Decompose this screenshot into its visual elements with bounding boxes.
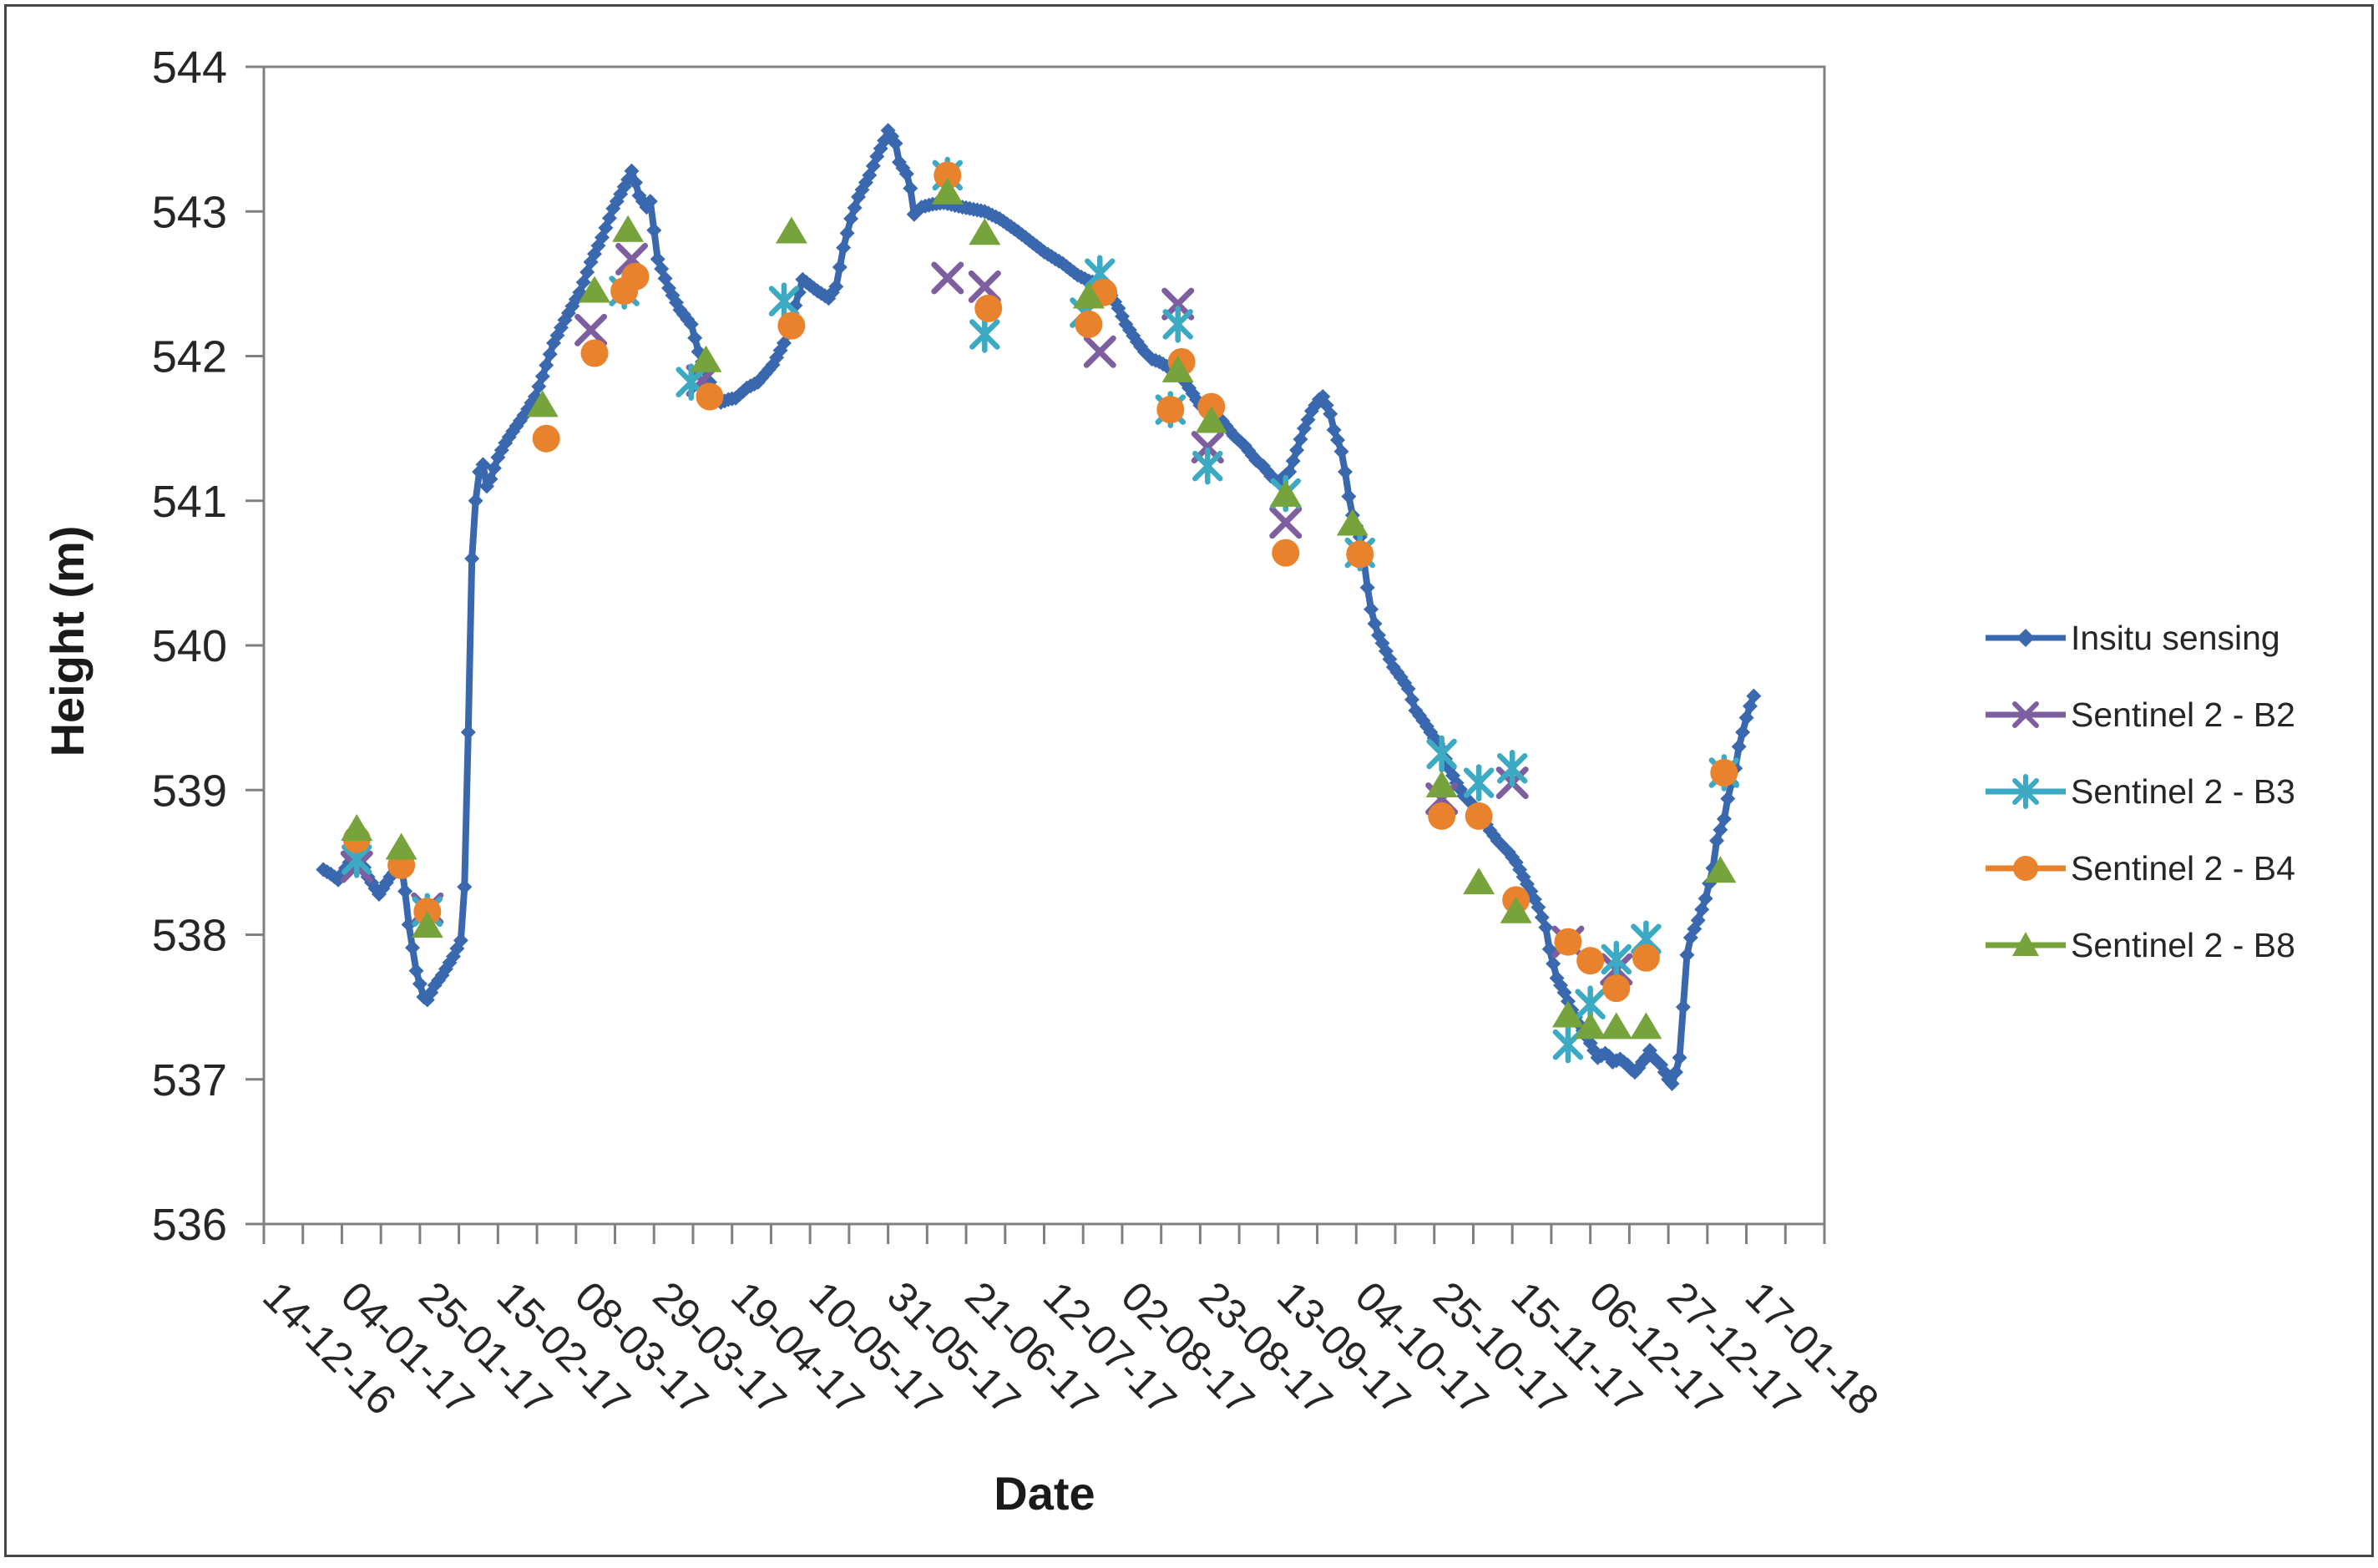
triangle-marker (526, 390, 559, 417)
legend-item-label: Sentinel 2 - B4 (2071, 848, 2295, 888)
triangle-marker (411, 911, 443, 938)
circle-marker (777, 311, 806, 340)
y-axis-title: Height (m) (41, 526, 94, 757)
chart-figure: Height (m) Date 536 537 538 539 540 541 542 543… (4, 4, 2374, 1557)
triangle-marker (775, 216, 807, 244)
triangle-marker (385, 832, 417, 860)
asterisk-marker (1426, 735, 1457, 773)
legend-marker-asterisk-icon (1986, 774, 2066, 809)
circle-marker (1428, 802, 1456, 830)
triangle-marker (1161, 355, 1194, 382)
y-tick-label: 537 (152, 1055, 227, 1105)
circle-marker (933, 161, 962, 190)
y-tick-label: 540 (152, 621, 227, 671)
x-icon (2012, 701, 2039, 728)
height-vs-date-chart: Height (m) Date 536 537 538 539 540 541 542 543… (41, 43, 1888, 1520)
circle-marker (1156, 396, 1185, 424)
triangle-marker (1630, 1012, 1662, 1039)
legend-item-label: Sentinel 2 - B2 (2071, 695, 2295, 734)
circle-marker (1075, 310, 1103, 338)
circle-marker (1576, 947, 1605, 975)
circle-marker (1632, 943, 1660, 972)
y-tick-label: 538 (152, 911, 227, 961)
series-insitu-sensing-markers (316, 123, 1762, 1091)
triangle-marker (1574, 1012, 1606, 1039)
triangle-marker (341, 814, 373, 842)
diamond-icon (2016, 629, 2035, 647)
triangle-marker (1336, 508, 1369, 536)
triangle-marker (1600, 1012, 1632, 1039)
x-axis-title: Date (994, 1467, 1095, 1520)
legend-item-sentinel-2-b8: Sentinel 2 - B8 (1984, 907, 2295, 984)
asterisk-marker (768, 282, 800, 320)
asterisk-icon (2012, 774, 2039, 809)
series-sentinel-2-b3-points (342, 156, 1740, 1064)
asterisk-marker (969, 316, 1000, 353)
x-marker (1083, 335, 1116, 368)
circle-marker (580, 339, 609, 367)
triangle-marker (579, 276, 611, 303)
triangle-marker (969, 218, 1001, 245)
legend-marker-circle-icon (1986, 856, 2066, 881)
circle-marker (1602, 974, 1631, 1003)
triangle-marker (1269, 479, 1302, 507)
legend-item-sentinel-2-b2: Sentinel 2 - B2 (1984, 676, 2295, 753)
x-marker (1269, 506, 1303, 539)
series-insitu-sensing-line (320, 127, 1758, 1087)
triangle-icon (2012, 932, 2039, 956)
circle-marker (1272, 539, 1300, 567)
asterisk-marker (1552, 1025, 1584, 1064)
legend: Insitu sensing Sentinel 2 - B2 Sentinel 2 … (1984, 599, 2295, 984)
legend-item-label: Sentinel 2 - B8 (2071, 925, 2295, 964)
triangle-marker (1551, 1000, 1584, 1028)
triangle-marker (612, 215, 645, 242)
triangle-marker (1704, 856, 1737, 883)
y-tick-label: 543 (152, 187, 227, 237)
legend-item-insitu-sensing: Insitu sensing (1984, 599, 2295, 676)
circle-marker (1346, 540, 1374, 569)
asterisk-marker (1192, 447, 1223, 485)
legend-item-sentinel-2-b3: Sentinel 2 - B3 (1984, 753, 2295, 830)
circle-icon (2013, 856, 2038, 881)
circle-marker (532, 424, 560, 453)
legend-marker-diamond-icon (1986, 629, 2066, 647)
circle-marker (1465, 802, 1493, 830)
triangle-marker (1463, 867, 1495, 895)
legend-marker-x-icon (1986, 701, 2066, 728)
asterisk-marker (1463, 764, 1495, 802)
circle-marker (1710, 758, 1738, 787)
legend-item-sentinel-2-b4: Sentinel 2 - B4 (1984, 830, 2295, 907)
y-tick-label: 541 (152, 477, 227, 527)
circle-marker (1554, 928, 1582, 956)
y-tick-label: 536 (152, 1200, 227, 1250)
x-marker (931, 261, 964, 295)
circle-marker (974, 294, 1003, 322)
triangle-marker (1195, 406, 1227, 433)
legend-item-label: Sentinel 2 - B3 (2071, 771, 2295, 811)
legend-marker-triangle-icon (1986, 932, 2066, 956)
x-marker (574, 313, 608, 346)
series-sentinel-2-b2-points (340, 242, 1633, 986)
circle-marker (696, 382, 724, 411)
triangle-marker (1072, 281, 1105, 309)
triangle-marker (690, 345, 722, 372)
circle-marker (621, 262, 650, 291)
asterisk-marker (1601, 940, 1632, 979)
legend-item-label: Insitu sensing (2071, 618, 2280, 657)
x-marker (968, 270, 1001, 303)
y-tick-label: 544 (152, 43, 227, 93)
asterisk-marker (1496, 750, 1528, 787)
triangle-marker (1500, 896, 1532, 923)
series-sentinel-2-b8-points (341, 177, 1737, 1039)
y-tick-label: 539 (152, 766, 227, 816)
triangle-marker (1425, 771, 1458, 798)
y-tick-label: 542 (152, 332, 227, 382)
triangle-marker (931, 177, 964, 205)
asterisk-marker (1162, 306, 1193, 343)
